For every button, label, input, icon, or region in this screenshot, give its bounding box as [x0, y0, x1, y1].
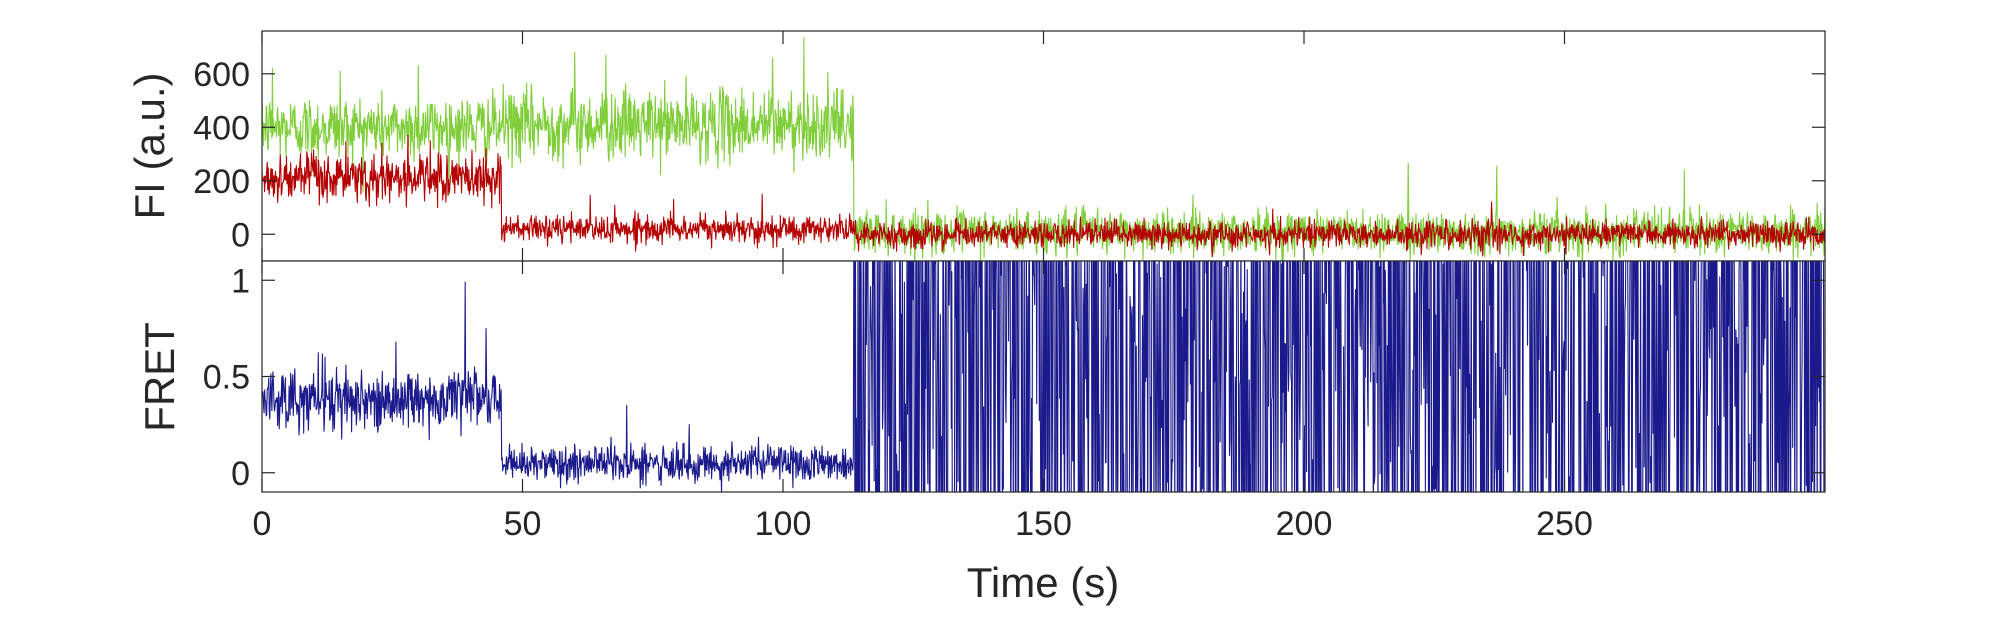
acceptor-trace: [262, 134, 1825, 258]
y-tick-label: 0: [231, 216, 250, 254]
y-tick-label: 400: [193, 109, 250, 147]
y-tick-label: 200: [193, 163, 250, 201]
fluorescence-traces: [262, 37, 1825, 261]
fluorescence-plot-area: [262, 31, 1825, 261]
y-tick-label: 0.5: [203, 359, 250, 397]
y-tick-label: 0: [231, 455, 250, 493]
fret-trace: [262, 261, 1825, 492]
fret-y-ticks: 00.51: [203, 262, 1825, 493]
x-tick-label: 50: [504, 505, 542, 543]
x-tick-label: 0: [253, 505, 272, 543]
fluorescence-panel: 0 200 400 600 FI (a.u.): [126, 30, 1826, 262]
x-tick-label: 150: [1015, 505, 1072, 543]
fluorescence-x-ticks: [261, 31, 1566, 261]
fret-traces: [262, 261, 1825, 492]
x-tick-label: 250: [1536, 505, 1593, 543]
x-tick-label: 100: [755, 505, 812, 543]
y-tick-label: 1: [231, 262, 250, 300]
fluorescence-y-axis-label: FI (a.u.): [126, 72, 173, 219]
x-axis-label: Time (s): [967, 559, 1119, 606]
y-tick-label: 600: [193, 56, 250, 94]
fret-panel: 00.51 0 50 100 150 200 250 FRET Time (s): [136, 260, 1826, 606]
fluorescence-y-ticks: 0 200 400 600: [193, 56, 1825, 254]
fret-x-ticks: 0 50 100 150 200 250: [253, 261, 1593, 543]
fret-y-axis-label: FRET: [136, 322, 183, 432]
x-tick-label: 200: [1276, 505, 1333, 543]
